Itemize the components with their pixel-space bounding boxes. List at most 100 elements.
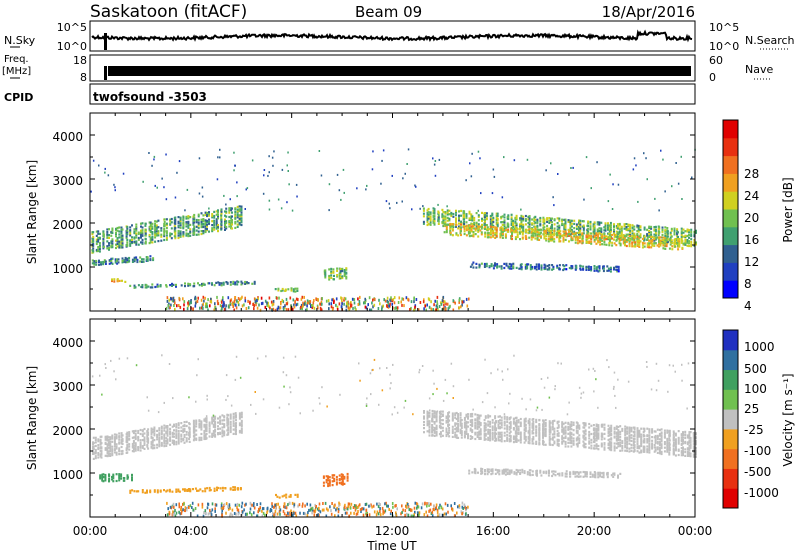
- echo-cell: [118, 435, 120, 437]
- ground-scatter-cell: [174, 302, 176, 305]
- ground-scatter-cell: [272, 304, 274, 307]
- echo-cell: [496, 231, 498, 233]
- ground-scatter-cell: [307, 302, 309, 305]
- cpid-label: CPID: [4, 91, 33, 104]
- ground-scatter-cell: [443, 296, 445, 299]
- echo-cell: [617, 442, 619, 444]
- echo-cell: [339, 478, 341, 480]
- speckle-cell: [236, 181, 238, 183]
- ground-scatter-cell: [358, 303, 360, 306]
- beam-title: Beam 09: [355, 3, 422, 21]
- echo-cell: [236, 283, 238, 285]
- ground-scatter-cell: [387, 301, 389, 304]
- echo-cell: [624, 228, 626, 230]
- speckle-cell: [365, 188, 367, 190]
- echo-cell: [657, 435, 659, 437]
- echo-cell: [597, 438, 599, 440]
- echo-cell: [208, 219, 210, 221]
- echo-cell: [140, 447, 142, 449]
- echo-cell: [598, 221, 600, 223]
- echo-cell: [206, 437, 208, 439]
- echo-cell: [661, 445, 663, 447]
- echo-cell: [434, 421, 436, 423]
- echo-cell: [135, 232, 137, 234]
- ground-scatter-cell: [458, 306, 460, 309]
- echo-cell: [664, 229, 666, 231]
- echo-cell: [440, 411, 442, 413]
- echo-cell: [122, 434, 124, 436]
- echo-cell: [662, 229, 664, 231]
- echo-cell: [666, 240, 668, 242]
- echo-cell: [520, 434, 522, 436]
- speckle-cell: [199, 157, 201, 159]
- ground-scatter-cell: [354, 298, 356, 301]
- echo-cell: [430, 211, 432, 213]
- echo-cell: [648, 437, 650, 439]
- echo-cell: [516, 267, 518, 269]
- speckle-cell: [219, 149, 221, 151]
- echo-cell: [621, 445, 623, 447]
- echo-cell: [655, 435, 657, 437]
- echo-cell: [95, 437, 97, 439]
- echo-cell: [324, 271, 326, 273]
- echo-cell: [452, 228, 454, 230]
- echo-cell: [518, 421, 520, 423]
- echo-cell: [571, 220, 573, 222]
- speckle-cell: [372, 168, 374, 170]
- echo-cell: [492, 429, 494, 431]
- echo-cell: [131, 224, 133, 226]
- echo-cell: [571, 225, 573, 227]
- ground-scatter-cell: [187, 307, 189, 310]
- speckle-cell: [392, 175, 394, 177]
- echo-cell: [109, 441, 111, 443]
- echo-cell: [655, 431, 657, 433]
- echo-cell: [640, 441, 642, 443]
- echo-cell: [529, 436, 531, 438]
- echo-cell: [142, 235, 144, 237]
- echo-cell: [486, 224, 488, 226]
- echo-cell: [529, 418, 531, 420]
- ground-scatter-cell: [197, 300, 199, 303]
- echo-cell: [442, 215, 444, 217]
- echo-cell: [97, 444, 99, 446]
- echo-cell: [208, 213, 210, 215]
- echo-cell: [471, 264, 473, 266]
- echo-cell: [120, 473, 122, 475]
- echo-cell: [648, 434, 650, 436]
- echo-cell: [541, 268, 543, 270]
- echo-cell: [683, 232, 685, 234]
- echo-cell: [340, 268, 342, 270]
- echo-cell: [662, 241, 664, 243]
- ground-scatter-cell: [420, 301, 422, 304]
- ground-scatter-cell: [467, 305, 469, 308]
- echo-cell: [601, 233, 603, 235]
- echo-cell: [565, 219, 567, 221]
- ground-scatter-cell: [314, 307, 316, 310]
- ground-scatter-cell: [441, 303, 443, 306]
- echo-cell: [285, 496, 287, 498]
- echo-cell: [489, 421, 491, 423]
- power-cbar-tick-28: 28: [744, 167, 759, 181]
- echo-cell: [511, 214, 513, 216]
- echo-cell: [489, 429, 491, 431]
- echo-cell: [228, 212, 230, 214]
- echo-cell: [429, 429, 431, 431]
- echo-cell: [522, 218, 524, 220]
- echo-cell: [460, 210, 462, 212]
- echo-cell: [457, 437, 459, 439]
- echo-cell: [628, 450, 630, 452]
- echo-cell: [184, 488, 186, 490]
- echo-cell: [430, 221, 432, 223]
- echo-cell: [147, 428, 149, 430]
- echo-cell: [611, 234, 613, 236]
- echo-cell: [97, 452, 99, 454]
- echo-cell: [440, 423, 442, 425]
- echo-cell: [178, 442, 180, 444]
- echo-cell: [183, 231, 185, 233]
- echo-cell: [570, 442, 572, 444]
- echo-cell: [618, 266, 620, 268]
- echo-cell: [521, 268, 523, 270]
- echo-cell: [516, 215, 518, 217]
- echo-cell: [634, 449, 636, 451]
- ground-scatter-cell: [283, 308, 285, 311]
